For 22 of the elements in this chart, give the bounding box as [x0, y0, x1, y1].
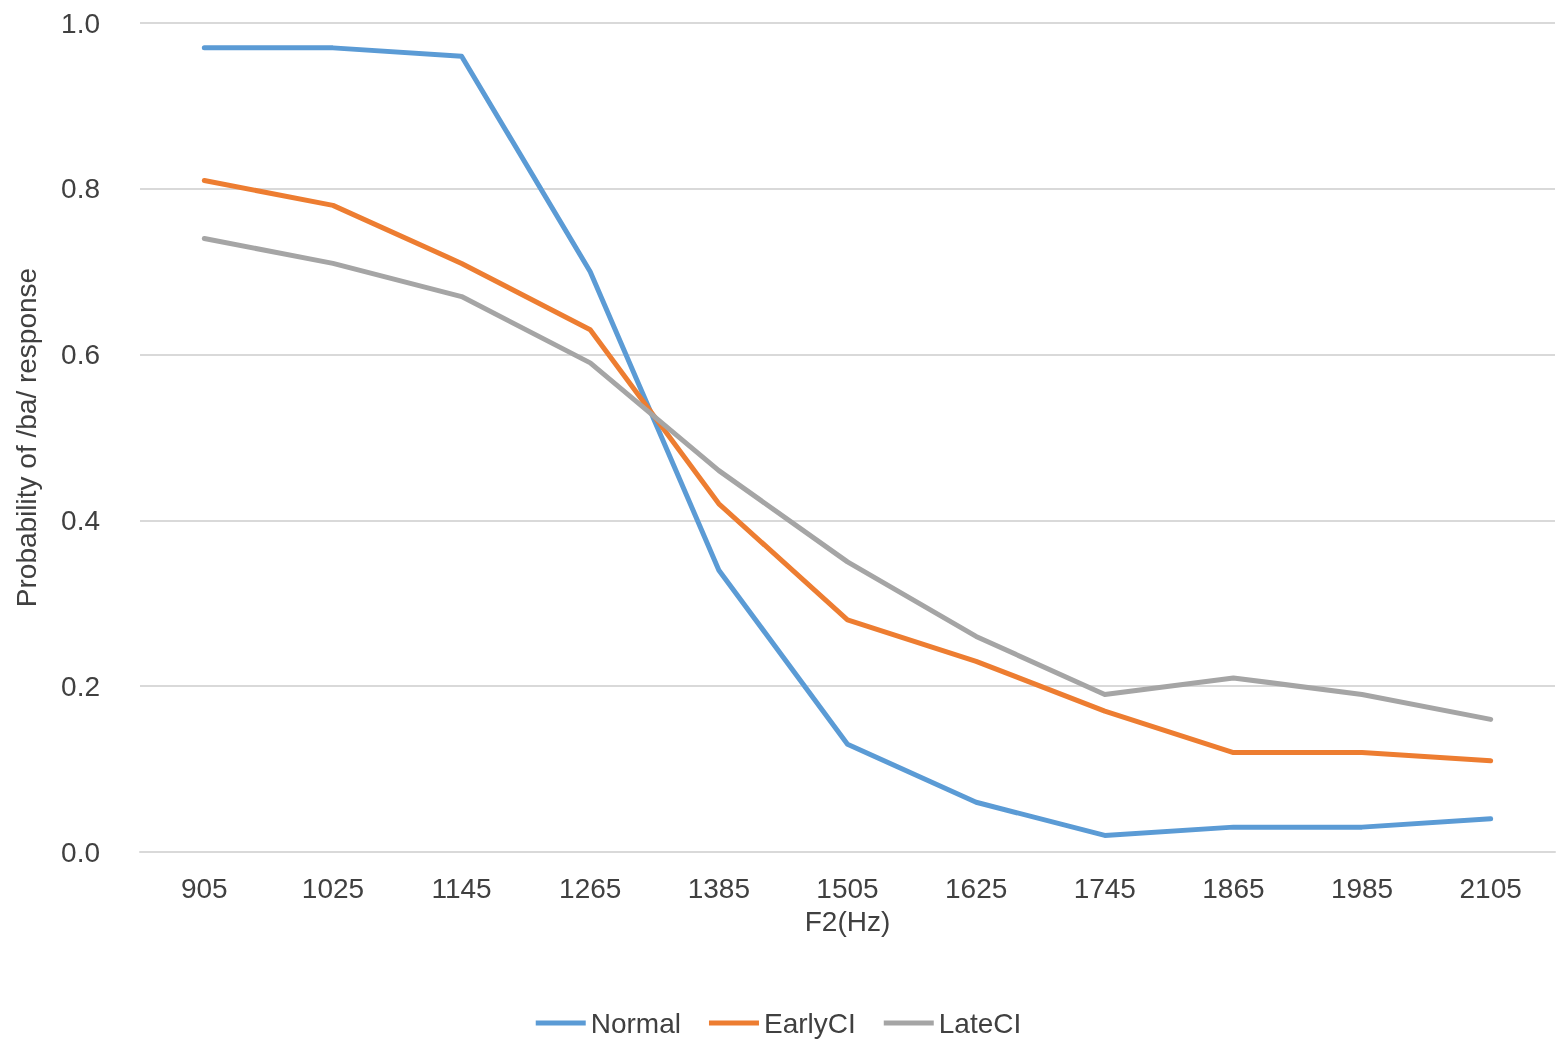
y-tick-label: 0.4 [61, 504, 100, 536]
y-axis-title: Probability of /ba/ response [10, 267, 42, 608]
x-tick-label: 2105 [1459, 872, 1522, 904]
x-tick-label: 1865 [1202, 872, 1265, 904]
legend-label: EarlyCI [763, 1007, 856, 1039]
x-axis-title: F2(Hz) [804, 905, 891, 937]
x-tick-label: 1745 [1073, 872, 1136, 904]
y-tick-label: 1.0 [61, 7, 100, 39]
y-tick-label: 0.0 [61, 836, 100, 868]
x-tick-label: 1145 [431, 872, 492, 904]
x-tick-label: 1625 [944, 872, 1008, 904]
x-tick-label: 1985 [1330, 872, 1394, 904]
x-tick-label: 1385 [687, 872, 751, 904]
y-tick-label: 0.6 [61, 339, 100, 371]
legend-label: Normal [590, 1007, 681, 1039]
x-tick-label: 1505 [816, 872, 879, 904]
x-tick-label: 1025 [301, 872, 365, 904]
y-tick-label: 0.2 [61, 670, 100, 702]
x-tick-label: 905 [180, 872, 228, 904]
x-tick-label: 1265 [559, 872, 622, 904]
y-tick-label: 0.8 [61, 173, 100, 205]
legend-label: LateCI [938, 1007, 1022, 1039]
